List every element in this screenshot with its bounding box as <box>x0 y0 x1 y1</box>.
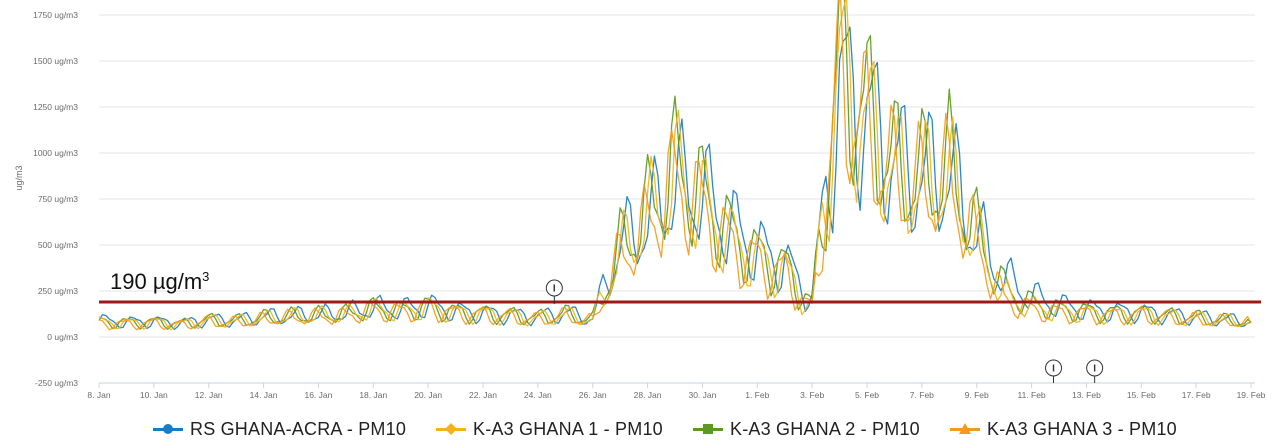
series-lines <box>98 0 1252 331</box>
x-axis: 8. Jan 10. Jan 12. Jan 14. Jan 16. Jan 18. Ja… <box>87 382 1266 400</box>
event-flag-icon[interactable]: I <box>1045 359 1063 383</box>
series-line <box>98 0 1252 330</box>
x-tick-label: 12. Jan <box>195 390 223 400</box>
x-tick-label: 24. Jan <box>524 390 552 400</box>
y-tick-label: -250 ug/m3 <box>35 378 78 388</box>
legend: RS GHANA-ACRA - PM10 K-A3 GHANA 1 - PM10… <box>0 415 1278 443</box>
legend-marker-diamond-icon <box>436 422 466 436</box>
x-tick-label: 20. Jan <box>414 390 442 400</box>
legend-item-k-a3-ghana-1[interactable]: K-A3 GHANA 1 - PM10 <box>436 415 663 443</box>
y-tick-label: 1250 ug/m3 <box>33 102 78 112</box>
x-tick-label: 14. Jan <box>250 390 278 400</box>
x-tick-label: 19. Feb <box>1237 390 1266 400</box>
series-line <box>98 26 1252 331</box>
y-axis-ticks: 1750 ug/m3 1500 ug/m3 1250 ug/m3 1000 ug/m3… <box>33 10 78 388</box>
x-tick-label: 18. Jan <box>359 390 387 400</box>
x-tick-label: 28. Jan <box>634 390 662 400</box>
legend-label: K-A3 GHANA 1 - PM10 <box>473 418 663 439</box>
series-line <box>98 0 1252 331</box>
x-tick-label: 13. Feb <box>1072 390 1101 400</box>
y-tick-label: 750 ug/m3 <box>38 194 78 204</box>
x-tick-label: 17. Feb <box>1182 390 1211 400</box>
y-axis-label: ug/m3 <box>14 165 24 190</box>
x-tick-label: 22. Jan <box>469 390 497 400</box>
x-tick-label: 15. Feb <box>1127 390 1156 400</box>
x-tick-label: 9. Feb <box>965 390 989 400</box>
y-tick-label: 1750 ug/m3 <box>33 10 78 20</box>
legend-label: K-A3 GHANA 3 - PM10 <box>987 418 1177 439</box>
legend-item-k-a3-ghana-2[interactable]: K-A3 GHANA 2 - PM10 <box>693 415 920 443</box>
legend-marker-square-icon <box>693 422 723 436</box>
x-tick-label: 10. Jan <box>140 390 168 400</box>
x-tick-label: 1. Feb <box>745 390 769 400</box>
svg-text:I: I <box>1093 364 1096 375</box>
y-tick-label: 1500 ug/m3 <box>33 56 78 66</box>
event-flag-icon[interactable]: I <box>1086 359 1104 383</box>
y-tick-label: 0 ug/m3 <box>47 332 78 342</box>
legend-label: K-A3 GHANA 2 - PM10 <box>730 418 920 439</box>
x-tick-label: 8. Jan <box>87 390 110 400</box>
y-tick-label: 500 ug/m3 <box>38 240 78 250</box>
x-tick-label: 11. Feb <box>1017 390 1045 400</box>
x-tick-label: 3. Feb <box>800 390 824 400</box>
legend-item-rs-ghana-acra[interactable]: RS GHANA-ACRA - PM10 <box>153 415 406 443</box>
x-tick-label: 5. Feb <box>855 390 879 400</box>
event-flag-icon[interactable]: I <box>545 279 563 304</box>
x-tick-label: 7. Feb <box>910 390 934 400</box>
y-tick-label: 250 ug/m3 <box>38 286 78 296</box>
svg-text:I: I <box>1052 364 1055 375</box>
event-markers: I I I <box>545 279 1104 383</box>
series-line <box>98 0 1252 331</box>
legend-label: RS GHANA-ACRA - PM10 <box>190 418 407 439</box>
y-tick-label: 1000 ug/m3 <box>33 148 78 158</box>
legend-marker-triangle-icon <box>950 422 980 436</box>
x-tick-label: 30. Jan <box>688 390 716 400</box>
gridlines <box>99 14 1255 384</box>
threshold-label: 190 µg/m3 <box>110 269 209 294</box>
legend-item-k-a3-ghana-3[interactable]: K-A3 GHANA 3 - PM10 <box>950 415 1177 443</box>
svg-text:I: I <box>553 284 556 295</box>
x-tick-label: 16. Jan <box>304 390 332 400</box>
x-tick-label: 26. Jan <box>579 390 607 400</box>
legend-marker-circle-icon <box>153 422 183 436</box>
